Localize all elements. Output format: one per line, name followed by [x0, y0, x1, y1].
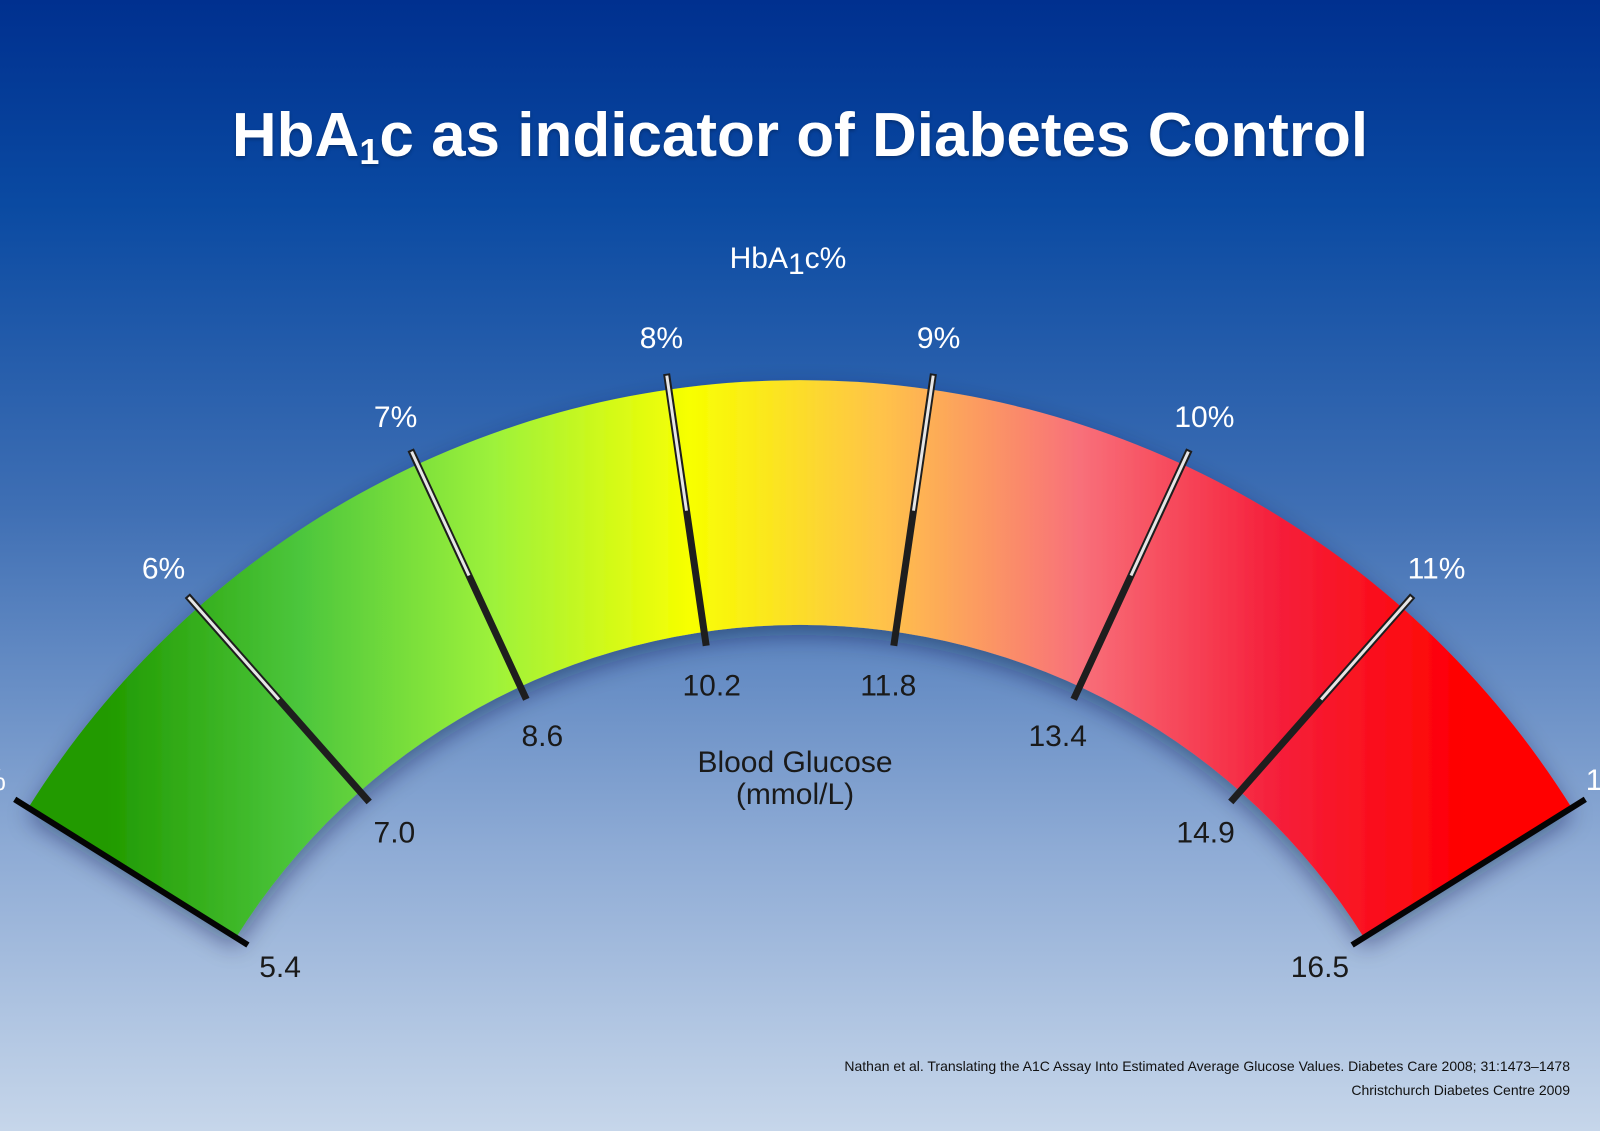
glucose-tick-label: 8.6: [521, 720, 563, 753]
footer-citation: Nathan et al. Translating the A1C Assay …: [844, 1054, 1570, 1102]
citation-text: Nathan et al. Translating the A1C Assay …: [844, 1058, 1570, 1074]
tick-highlight: [410, 450, 471, 577]
credit-text: Christchurch Diabetes Centre 2009: [1351, 1082, 1570, 1098]
tick-mark: [13, 796, 250, 948]
tick-highlight: [1319, 596, 1413, 701]
glucose-tick-label: 14.9: [1176, 816, 1234, 849]
title-subscript: 1: [359, 131, 380, 172]
glucose-tick-label: 16.5: [1291, 951, 1349, 984]
gauge-arc: [28, 380, 1572, 938]
tick-highlight: [1129, 450, 1190, 577]
tick-highlight: [187, 596, 281, 701]
hba1c-tick-label: 10%: [1174, 401, 1234, 434]
glucose-axis-label: Blood Glucose (mmol/L): [697, 746, 892, 811]
glucose-tick-label: 10.2: [683, 669, 741, 702]
tick-highlight: [912, 375, 935, 511]
gauge-ticks: 5% 5.4 6% 7.0 7% 8.6 8% 10.2 9% 11.8 10% 13.4 11% 14.…: [0, 322, 1600, 984]
hba1c-axis-label: HbA1c%: [730, 242, 847, 281]
tick-highlight: [665, 375, 688, 511]
hba1c-tick-label: 7%: [374, 401, 417, 434]
hba1c-tick-label: 9%: [917, 322, 960, 355]
hba1c-tick-label: 5%: [0, 764, 6, 797]
hba1c-tick-label: 8%: [640, 322, 683, 355]
hba1c-tick-label: 6%: [142, 553, 185, 586]
page-title: HbA1c as indicator of Diabetes Control: [231, 101, 1369, 172]
glucose-tick-label: 11.8: [860, 669, 916, 702]
glucose-tick-label: 13.4: [1029, 720, 1087, 753]
glucose-tick-label: 7.0: [374, 816, 416, 849]
hba1c-tick-label: 12%: [1586, 764, 1600, 797]
glucose-tick-label: 5.4: [259, 951, 301, 984]
hba1c-tick-label: 11%: [1408, 553, 1466, 586]
tick-mark: [1350, 796, 1587, 948]
